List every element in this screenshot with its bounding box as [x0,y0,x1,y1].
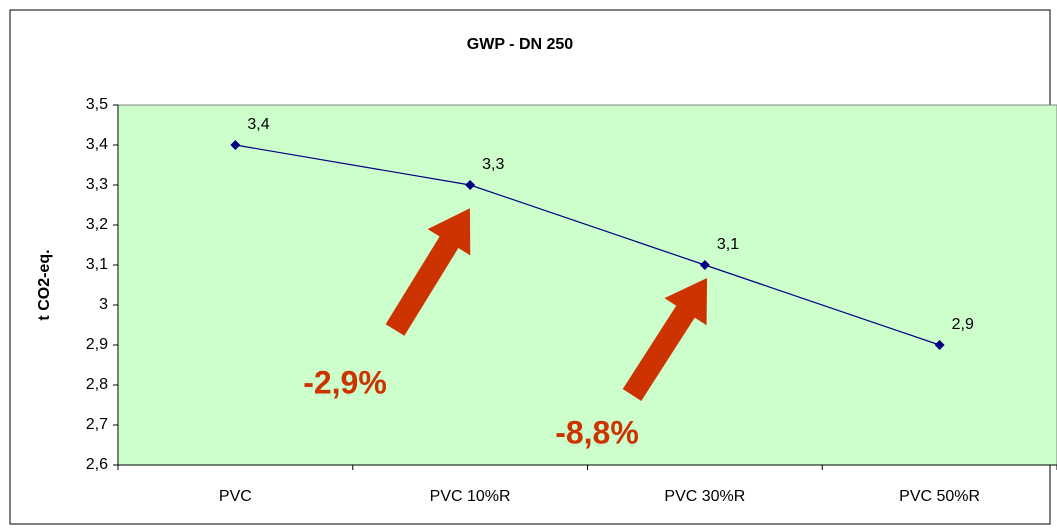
data-label: 3,4 [247,116,269,133]
arrow [622,278,708,401]
y-tick-label: 2,6 [86,456,108,473]
y-tick-label: 2,8 [86,376,108,393]
plot-area [117,104,1057,466]
y-axis-label: t CO2-eq. [36,249,53,320]
marker [699,260,710,270]
y-tick-label: 3,2 [86,216,108,233]
y-tick-label: 2,7 [86,416,108,433]
annotation: -8,8% [555,414,639,450]
x-tick-label: PVC 10%R [430,488,511,505]
marker [465,180,476,190]
y-tick-label: 3 [99,296,108,313]
y-tick-label: 3,3 [86,176,108,193]
data-label: 3,3 [482,156,504,173]
chart-title: GWP - DN 250 [467,36,574,53]
line [235,144,940,346]
data-label: 2,9 [952,316,974,333]
x-tick-label: PVC 50%R [899,488,980,505]
y-tick-label: 2,9 [86,336,108,353]
y-tick-label: 3,1 [86,256,108,273]
annotation: -2,9% [303,364,387,400]
y-tick-label: 3,4 [86,136,108,153]
marker [230,140,241,150]
x-tick-label: PVC 30%R [664,488,745,505]
marker [934,340,945,350]
x-tick-label: PVC [219,488,252,505]
arrow [385,208,471,336]
data-label: 3,1 [717,236,739,253]
y-tick-label: 3,5 [86,96,108,113]
